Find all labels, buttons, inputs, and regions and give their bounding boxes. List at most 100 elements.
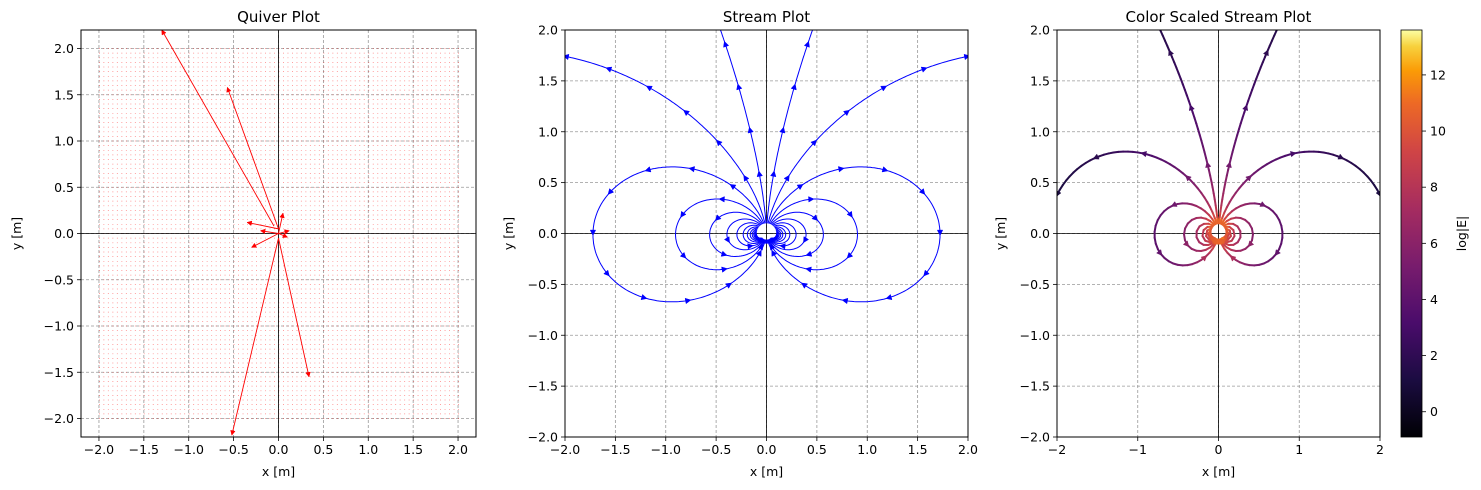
stream-zero-lines [565, 30, 968, 437]
stream-line [771, 233, 778, 239]
stream-arrow [684, 297, 692, 305]
stream-arrow [607, 188, 615, 195]
stream-arrow [747, 126, 754, 134]
2-ytick-label: −0.5 [1020, 277, 1050, 292]
stream-arrow [841, 297, 849, 305]
stream-line [767, 198, 859, 271]
stream-arrow [680, 210, 687, 218]
stream-line [762, 239, 766, 244]
stream-line [769, 227, 784, 242]
stream-arrow [714, 214, 722, 221]
stream-arrow [603, 269, 610, 277]
2-ytick-label: 0.5 [1030, 175, 1050, 190]
stream-arrow [918, 188, 926, 195]
stream-arrow [783, 174, 790, 182]
stream-arrow [743, 174, 750, 182]
1-ytick-label: −1.5 [528, 379, 558, 394]
color-stream-segment [1382, 200, 1384, 206]
stream-arrow [790, 83, 797, 91]
0-xtick-label: 1.0 [358, 442, 378, 457]
color-stream-segment [1224, 174, 1228, 183]
0-ytick-label: 0.0 [54, 226, 74, 241]
2-xtick-label: −1 [1129, 442, 1147, 457]
0-ytick-label: 1.0 [54, 134, 74, 149]
2-ytick-label: 1.5 [1030, 73, 1050, 88]
colorbar-tick-label: 2 [1430, 348, 1438, 363]
quiver-arrow-head [230, 429, 236, 436]
0-ytick-label: −0.5 [44, 272, 74, 287]
colorbar-tick-label: 12 [1430, 67, 1446, 82]
2-ytick-label: −1.5 [1020, 379, 1050, 394]
stream-arrow [720, 250, 728, 257]
quiver-ylabel: y [m] [9, 217, 24, 250]
color-stream-segment [1218, 216, 1221, 225]
colorbar-ticks: 0 2 4 6 8 10 12 [1422, 67, 1446, 419]
color-stream-segment [1214, 204, 1218, 213]
stream-arrow [803, 40, 810, 48]
color-stream-arrow [1337, 153, 1345, 160]
quiver-ticks: −2.0 −1.5 −1.0 −0.5 0.0 0.5 1.0 1.5 2.0−2.0−1.5−… [44, 41, 468, 457]
stream-ylabel: y [m] [501, 217, 516, 250]
stream-arrow [645, 85, 653, 92]
stream-title: Stream Plot [723, 8, 810, 26]
quiver-arrow-head [284, 229, 290, 235]
color-stream-ticks: −2 −1 0 1 2 −2.0 −1.5 −1.0 −0.5 0.0 0.5 1.0 1.5 2.0 [1020, 23, 1384, 458]
stream-arrow [725, 282, 733, 289]
2-xtick-label: 1 [1295, 442, 1303, 457]
2-xtick-label: −2 [1048, 442, 1066, 457]
2-xtick-label: 0 [1215, 442, 1223, 457]
2-ytick-label: −1.0 [1020, 328, 1050, 343]
colorbar-tick-label: 4 [1430, 292, 1438, 307]
color-stream-arrow [1242, 104, 1249, 111]
color-stream-segment [1211, 186, 1215, 195]
colorbar-tick-label: 10 [1430, 124, 1446, 139]
quiver-title: Quiver Plot [237, 8, 320, 26]
stream-arrow [811, 214, 819, 221]
color-stream-xlabel: x [m] [1202, 464, 1235, 479]
1-ytick-label: −2.0 [528, 430, 558, 445]
0-ytick-label: 0.5 [54, 180, 74, 195]
color-stream-segment [1251, 233, 1254, 242]
stream-line [769, 226, 787, 243]
color-stream-arrow [1170, 201, 1178, 207]
color-stream-segment [1219, 204, 1223, 213]
color-stream-arrow [1168, 49, 1175, 57]
color-stream-segment [1218, 210, 1222, 219]
color-stream-arrow [1225, 161, 1232, 169]
stream-line [761, 239, 765, 243]
stream-line [592, 166, 766, 303]
colorbar-tick-label: 0 [1430, 404, 1438, 419]
color-stream-segment [1207, 168, 1212, 177]
color-stream-panel: Color Scaled Stream Plot −2 −1 0 1 2 −2.0 −1.5… [993, 8, 1384, 479]
quiver-arrow-head [260, 228, 266, 235]
0-xtick-label: 0.0 [269, 442, 289, 457]
stream-line [768, 211, 824, 258]
0-ytick-label: −1.0 [44, 319, 74, 334]
stream-arrow [716, 139, 723, 147]
stream-line [736, 222, 764, 247]
stream-lines [565, 30, 968, 305]
stream-arrow [963, 53, 968, 61]
stream-line [764, 239, 767, 244]
color-stream-segment [1221, 192, 1225, 201]
stream-line [746, 226, 764, 243]
1-ytick-label: 0.0 [538, 226, 558, 241]
1-xtick-label: 2.0 [958, 442, 978, 457]
stream-line [565, 55, 766, 224]
1-xtick-label: 0.5 [807, 442, 827, 457]
0-xtick-label: −0.5 [218, 442, 248, 457]
color-stream-arrow [1229, 255, 1237, 262]
0-xtick-label: 2.0 [448, 442, 468, 457]
color-stream-arrow [1156, 249, 1163, 256]
stream-line [763, 239, 766, 244]
stream-arrow [736, 83, 743, 91]
color-stream-segment [1222, 186, 1226, 195]
color-stream-segment [1223, 180, 1227, 189]
stream-arrow [723, 236, 730, 244]
stream-line [719, 30, 767, 224]
color-stream-segment [1220, 198, 1224, 207]
stream-line [768, 218, 807, 251]
stream-line [767, 239, 770, 244]
color-stream-segment [1183, 233, 1186, 242]
